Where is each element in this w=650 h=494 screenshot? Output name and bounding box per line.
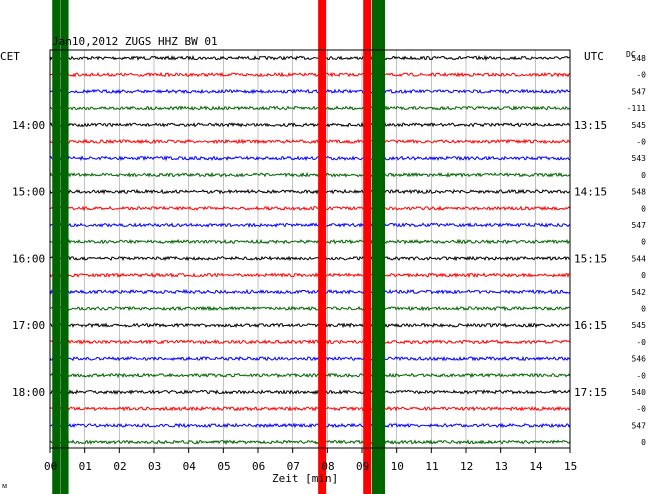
utc-label: UTC <box>584 50 604 63</box>
dc-value: -0 <box>636 371 646 380</box>
right-hour-label: 16:15 <box>574 319 607 332</box>
dc-value: -0 <box>636 138 646 147</box>
right-hour-labels: 13:15 14:15 15:15 16:15 17:15 <box>574 119 607 399</box>
plot-grid <box>84 50 536 448</box>
dc-value: 544 <box>632 254 647 263</box>
x-axis-ticks: 00 01 02 03 04 05 06 07 08 09 10 11 12 13 14 15 <box>44 448 577 473</box>
seismic-trace <box>49 439 571 446</box>
seismic-trace <box>49 238 571 245</box>
seismic-trace <box>49 422 571 429</box>
dc-value: 543 <box>632 154 647 163</box>
left-hour-label: 15:00 <box>12 186 45 199</box>
dc-value: 548 <box>632 188 647 197</box>
x-tick-label: 00 <box>44 460 57 473</box>
dc-value: 547 <box>632 87 647 96</box>
event-band <box>318 0 327 494</box>
seismic-trace <box>49 121 571 128</box>
seismic-trace <box>49 155 571 162</box>
event-bands <box>52 0 386 494</box>
event-band <box>60 0 69 494</box>
dc-header-label: DC <box>626 50 636 59</box>
event-band <box>363 0 372 494</box>
seismic-trace <box>49 389 571 395</box>
x-tick-label: 02 <box>113 460 126 473</box>
dc-value: -0 <box>636 71 646 80</box>
dc-value: 545 <box>632 121 647 130</box>
seismic-trace <box>49 272 571 279</box>
seismic-trace <box>49 54 571 62</box>
x-tick-label: 03 <box>148 460 161 473</box>
seismic-trace <box>49 222 571 229</box>
dc-value: 0 <box>641 238 646 247</box>
x-tick-label: 14 <box>529 460 543 473</box>
event-band <box>52 0 61 494</box>
dc-value: 547 <box>632 421 647 430</box>
seismic-trace <box>49 355 571 362</box>
x-tick-label: 12 <box>460 460 473 473</box>
dc-value: 0 <box>641 271 646 280</box>
dc-value: 546 <box>632 355 647 364</box>
dc-values: 548 -0 547 -111 545 -0 543 0 548 0 547 0 544 0 542 0 545… <box>627 54 646 447</box>
seismic-trace <box>49 171 571 178</box>
seismic-trace <box>49 188 571 195</box>
seismic-trace <box>49 338 571 345</box>
seismic-trace <box>49 405 571 412</box>
dc-value: 0 <box>641 204 646 213</box>
x-tick-label: 10 <box>391 460 404 473</box>
x-tick-label: 06 <box>252 460 265 473</box>
seismic-trace <box>49 372 571 379</box>
x-tick-label: 07 <box>287 460 300 473</box>
seismic-trace <box>49 322 571 329</box>
left-hour-label: 14:00 <box>12 119 45 132</box>
x-tick-label: 11 <box>425 460 438 473</box>
dc-value: 0 <box>641 438 646 447</box>
right-hour-label: 13:15 <box>574 119 607 132</box>
right-hour-label: 17:15 <box>574 386 607 399</box>
seismic-trace <box>49 138 571 145</box>
x-tick-label: 04 <box>183 460 197 473</box>
seismic-trace <box>49 288 571 295</box>
event-band <box>371 0 380 494</box>
seismic-trace <box>49 88 571 95</box>
seismic-trace <box>49 105 571 111</box>
event-band <box>377 0 386 494</box>
dc-value: 540 <box>632 388 647 397</box>
seismic-trace <box>49 205 571 212</box>
dc-value: -0 <box>636 338 646 347</box>
cet-label: CET <box>0 50 20 63</box>
x-tick-label: 13 <box>495 460 508 473</box>
dc-value: 548 <box>632 54 647 63</box>
dc-value: -111 <box>627 104 646 113</box>
seismic-trace <box>49 305 571 312</box>
plot-frame <box>49 49 571 449</box>
right-hour-label: 14:15 <box>574 186 607 199</box>
dc-value: 542 <box>632 288 647 297</box>
dc-value: -0 <box>636 405 646 414</box>
x-axis-label: Zeit [min] <box>272 472 338 485</box>
x-tick-label: 15 <box>564 460 577 473</box>
dc-value: 545 <box>632 321 647 330</box>
chart-title: Jan10,2012 ZUGS HHZ BW 01 <box>52 35 218 48</box>
dc-value: 547 <box>632 221 647 230</box>
right-hour-label: 15:15 <box>574 252 607 265</box>
x-tick-label: 09 <box>356 460 369 473</box>
seismic-trace <box>49 71 571 78</box>
left-hour-labels: 14:00 15:00 16:00 17:00 18:00 <box>12 119 45 399</box>
left-hour-label: 17:00 <box>12 319 45 332</box>
corner-mark: ᴍ <box>2 481 7 490</box>
seismic-traces <box>49 54 571 446</box>
dc-value: 0 <box>641 305 646 314</box>
x-tick-label: 05 <box>217 460 230 473</box>
dc-value: 0 <box>641 171 646 180</box>
left-hour-label: 18:00 <box>12 386 45 399</box>
seismic-trace <box>49 255 571 262</box>
x-tick-label: 01 <box>79 460 92 473</box>
left-hour-label: 16:00 <box>12 252 45 265</box>
x-tick-label: 08 <box>321 460 334 473</box>
